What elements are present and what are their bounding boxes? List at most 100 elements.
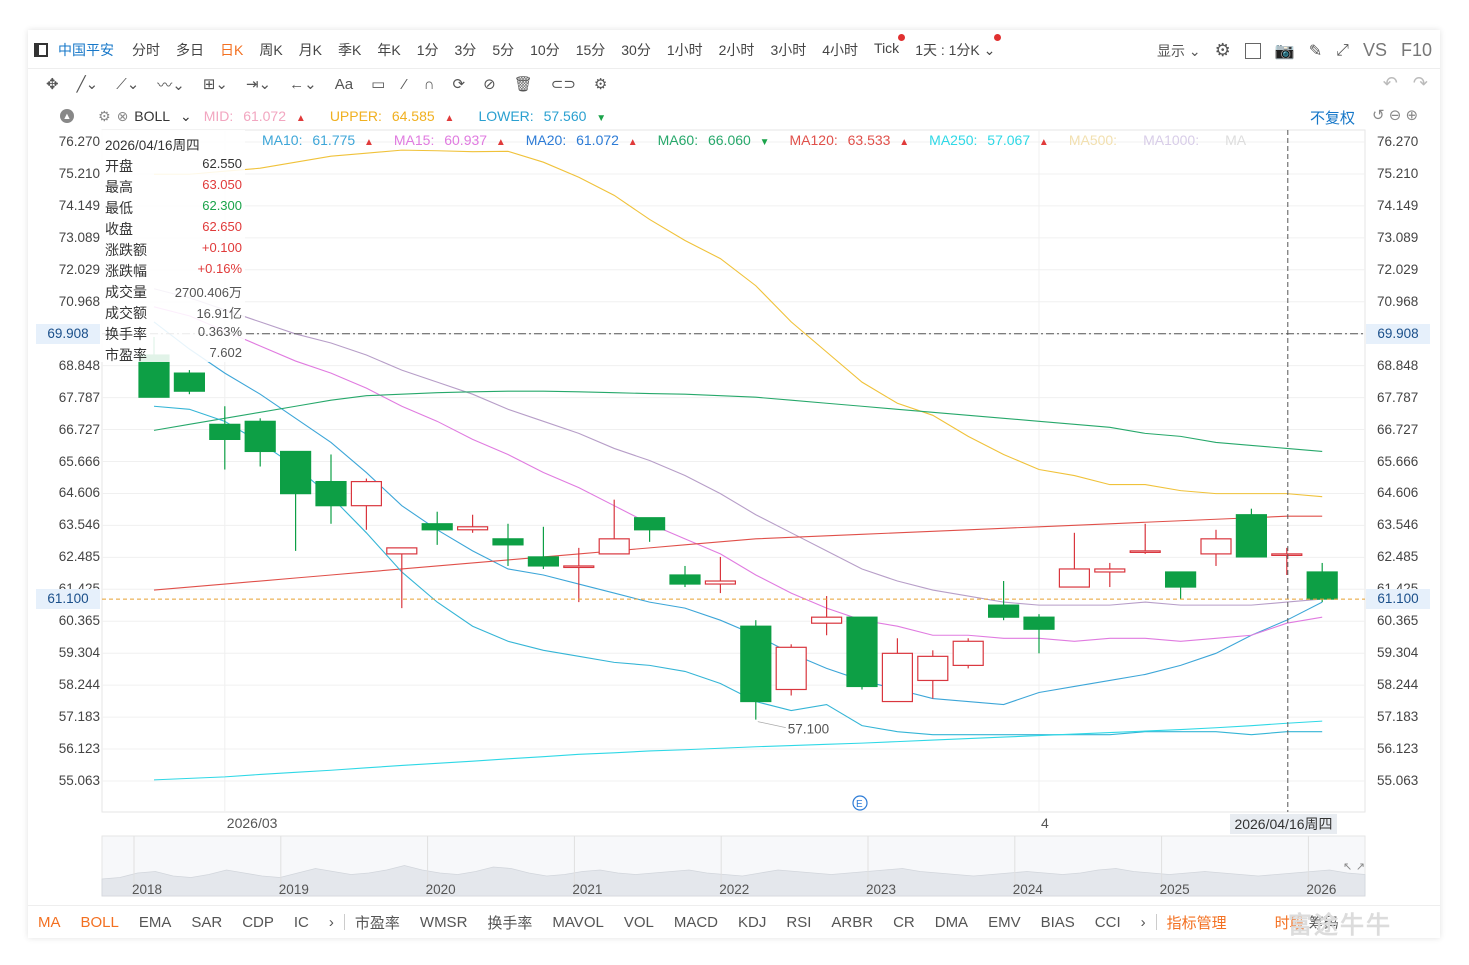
timeframe-9[interactable]: 5分	[492, 42, 515, 58]
draw-pen-icon[interactable]: ✎	[1308, 42, 1323, 60]
undo-icon[interactable]: ↶	[1382, 73, 1398, 93]
indicator-tab-ma[interactable]: MA	[38, 913, 61, 931]
timeframe-0[interactable]: 分时	[132, 42, 160, 58]
boll-mid: MID: 61.072 ▲	[204, 108, 312, 124]
text-tool-icon[interactable]: Aa	[334, 75, 354, 93]
settings-gear-icon[interactable]: ⚙	[1214, 40, 1231, 60]
timeframe-15[interactable]: 3小时	[770, 42, 807, 58]
indicator-tab-sub[interactable]: DMA	[934, 913, 969, 931]
indicator-tab-sub[interactable]: MAVOL	[552, 913, 604, 931]
timeframe-3[interactable]: 周K	[259, 42, 283, 58]
adjust-button[interactable]: 不复权	[1310, 110, 1356, 127]
indicator-tab-cdp[interactable]: CDP	[242, 913, 274, 931]
indicator-tab-sub[interactable]: RSI	[786, 913, 812, 931]
comment-tool-icon[interactable]: ▭	[371, 76, 386, 93]
indicator-tab-sub[interactable]: ARBR	[831, 913, 874, 931]
line-tool-icon[interactable]: ╱⌄	[76, 76, 99, 93]
crosshair-price-label: 69.908	[36, 323, 100, 344]
f10-button[interactable]: F10	[1400, 40, 1432, 60]
timeframe-2[interactable]: 日K	[220, 42, 244, 58]
link-icon[interactable]: ⊂⊃	[550, 76, 576, 93]
redo-icon[interactable]: ↷	[1412, 73, 1428, 93]
move-icon[interactable]: ✥	[46, 76, 59, 93]
indicator-tab-sub[interactable]: CR	[893, 913, 915, 931]
indicator-tab-sub[interactable]: 市盈率	[354, 914, 400, 932]
line-ma15	[153, 306, 1323, 642]
indicator-tab-ic[interactable]: IC	[293, 913, 309, 931]
chevron-right-icon[interactable]: ›	[328, 913, 334, 931]
camera-icon[interactable]: 📷	[1274, 42, 1295, 60]
sidebar-toggle-icon[interactable]	[34, 43, 48, 57]
indicator-manage-button[interactable]: 指标管理	[1166, 914, 1227, 932]
timeframe-6[interactable]: 年K	[377, 42, 401, 58]
toolbar-settings-icon[interactable]: ⚙	[593, 76, 608, 93]
infobox-row: 开盘 62.550	[105, 156, 242, 177]
timeframe-17[interactable]: Tick	[874, 34, 906, 60]
reset-icon[interactable]: ↺	[1372, 107, 1385, 124]
chip-distribution-button[interactable]: 筹码	[1308, 914, 1339, 932]
candle-body	[421, 523, 453, 531]
y-tick-label: 62.485	[58, 549, 100, 565]
stock-name[interactable]: 中国平安	[58, 42, 114, 58]
navigator-year: 2026	[1306, 882, 1337, 897]
infobox-value: 62.650	[202, 219, 242, 234]
timeframe-13[interactable]: 1小时	[666, 42, 703, 58]
vs-compare-button[interactable]: VS	[1362, 40, 1387, 60]
timeframe-8[interactable]: 3分	[454, 42, 477, 58]
timeframe-10[interactable]: 10分	[530, 42, 560, 58]
period-select[interactable]: 1天 : 1分K ⌄	[915, 34, 1002, 60]
timeframe-7[interactable]: 1分	[416, 42, 439, 58]
indicator-tab-ema[interactable]: EMA	[138, 913, 172, 931]
indicator-tab-sar[interactable]: SAR	[191, 913, 223, 931]
timeframe-14[interactable]: 2小时	[718, 42, 755, 58]
hide-icon[interactable]: ⊘	[483, 76, 496, 93]
y-tick-label: 66.727	[58, 421, 100, 437]
indicator-tab-sub[interactable]: EMV	[988, 913, 1021, 931]
indicator-tab-boll[interactable]: BOLL	[80, 913, 119, 931]
navigator-scroll-icon[interactable]: ↖ ↗	[1343, 860, 1365, 873]
collapse-icon[interactable]: ▲	[60, 109, 74, 123]
indicator-tab-sub[interactable]: CCI	[1094, 913, 1121, 931]
ma-legend-item: MA15: 60.937 ▲	[394, 132, 512, 148]
display-dropdown[interactable]: 显示 ⌄	[1157, 42, 1201, 59]
timeframe-1[interactable]: 多日	[176, 42, 204, 58]
polyline-tool-icon[interactable]: ⟋⌄	[116, 76, 140, 93]
indicator-tab-sub[interactable]: VOL	[623, 913, 654, 931]
measure-tool-icon[interactable]: ⇥⌄	[245, 76, 272, 93]
magnet-icon[interactable]: ∩	[423, 75, 435, 93]
indicator-select[interactable]: BOLL ⌄	[134, 107, 192, 124]
infobox-row: 涨跌幅 +0.16%	[105, 261, 242, 282]
indicator-tab-sub[interactable]: BIAS	[1040, 913, 1075, 931]
zoom-in-icon[interactable]: ⊕	[1405, 107, 1419, 124]
up-arrow-icon: ▲	[493, 137, 506, 148]
indicator-settings-icon[interactable]: ⚙	[98, 107, 111, 124]
candle-body	[280, 450, 312, 495]
arrow-tool-icon[interactable]: ←⌄	[289, 76, 317, 93]
fib-tool-icon[interactable]: ⊞⌄	[202, 76, 228, 93]
brush-tool-icon[interactable]: ⁄	[403, 75, 406, 93]
layout-icon[interactable]	[1244, 42, 1261, 59]
timeframe-11[interactable]: 15分	[575, 42, 606, 58]
chevron-right-icon[interactable]: ›	[1140, 913, 1146, 931]
time-segment-button[interactable]: 时段	[1274, 914, 1305, 932]
crosshair-date-badge: 2026/04/16周四	[1230, 814, 1337, 834]
timeframe-12[interactable]: 30分	[621, 42, 651, 58]
candle-body	[669, 574, 701, 585]
x-tick-label: 4	[1041, 815, 1049, 831]
trash-icon[interactable]: 🗑	[513, 76, 533, 93]
timeframe-16[interactable]: 4小时	[822, 42, 859, 58]
wave-tool-icon[interactable]: 〰⌄	[157, 76, 185, 94]
timeframe-4[interactable]: 月K	[298, 42, 323, 58]
navigator-year: 2022	[719, 882, 750, 897]
fullscreen-icon[interactable]: ⤢	[1336, 41, 1349, 59]
indicator-tab-sub[interactable]: MACD	[673, 913, 719, 931]
indicator-tab-sub[interactable]: 换手率	[487, 914, 533, 932]
sync-icon[interactable]: ⟳	[452, 76, 466, 93]
indicator-tab-sub[interactable]: KDJ	[738, 913, 767, 931]
zoom-out-icon[interactable]: ⊖	[1388, 107, 1402, 124]
timeframe-5[interactable]: 季K	[338, 42, 362, 58]
indicator-tab-sub[interactable]: WMSR	[419, 913, 468, 931]
indicator-close-icon[interactable]: ⊗	[116, 107, 129, 124]
ma-legend-item: MA60: 66.060 ▼	[658, 132, 776, 148]
